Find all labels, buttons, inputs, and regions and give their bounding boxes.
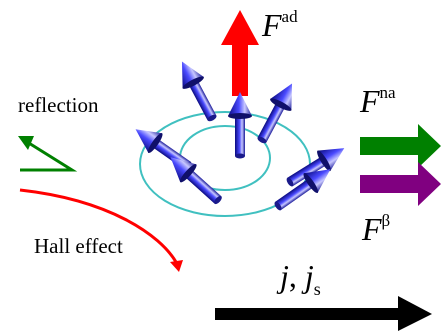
nonadiabatic-force-label: Fna (359, 83, 396, 119)
hall-effect-arrowhead (170, 260, 183, 272)
adiabatic-force-label: Fad (261, 7, 298, 43)
reflection-path (20, 138, 78, 172)
spin-arrow-center (228, 92, 252, 159)
reflection-path-arrowhead (18, 136, 34, 150)
adiabatic-force-arrow (221, 10, 259, 96)
hall-effect-label: Hall effect (34, 234, 123, 258)
current-arrow-head (398, 296, 432, 331)
hall-effect-path (19, 188, 178, 263)
nonadiabatic-force-arrow (360, 124, 441, 168)
current-label: j, js (276, 258, 321, 299)
current-arrow-shaft (215, 308, 400, 320)
beta-force-arrow (360, 162, 441, 206)
spin-arrow-upper-right (250, 77, 303, 148)
beta-force-label: Fβ (361, 211, 390, 247)
reflection-label: reflection (18, 93, 99, 117)
